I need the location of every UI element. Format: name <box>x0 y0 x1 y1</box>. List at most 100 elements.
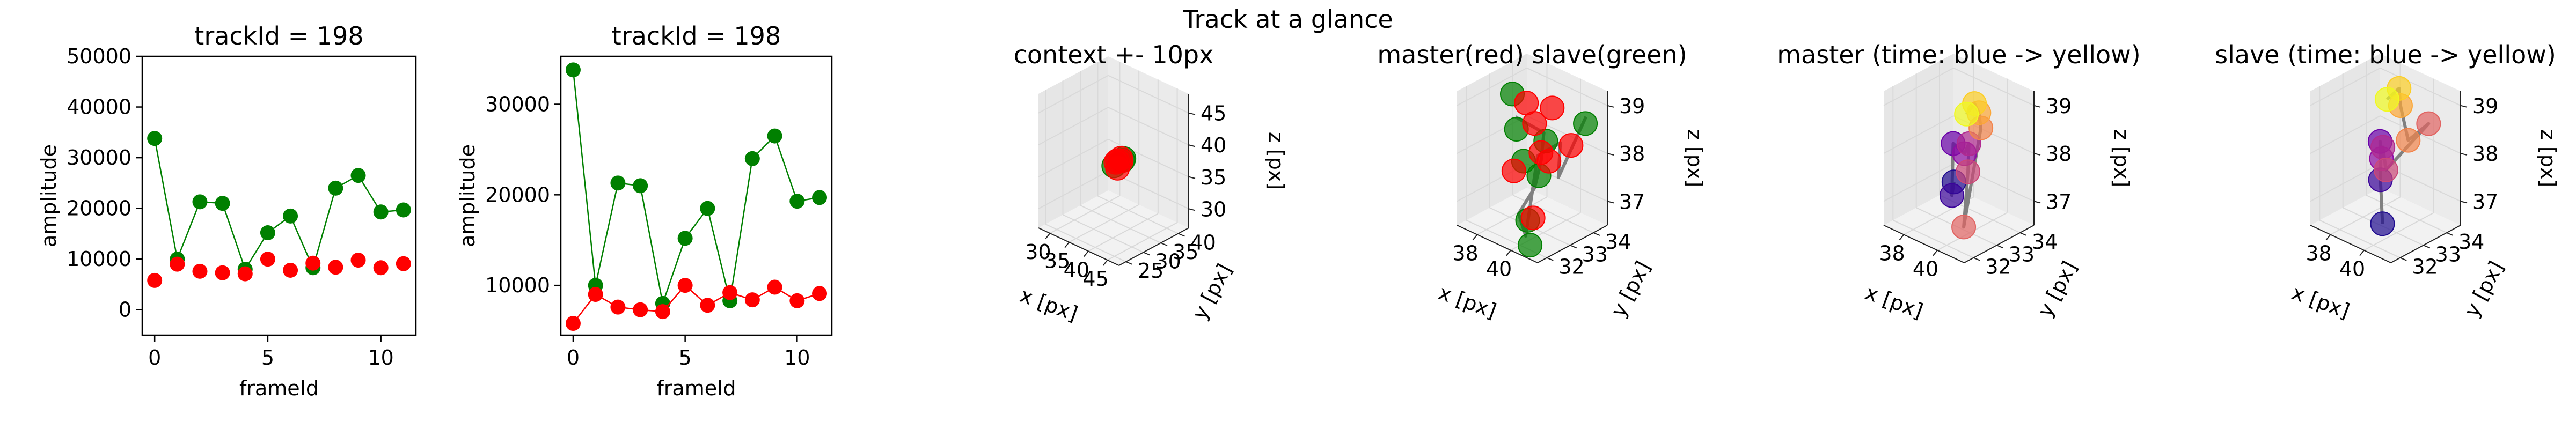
y-tick-label: 10000 <box>67 247 131 271</box>
x-axis-label: frameId <box>239 376 319 400</box>
chart-title: master (time: blue -> yellow) <box>1777 40 2140 69</box>
chart-title: trackId = 198 <box>194 21 363 50</box>
data-point <box>655 304 670 320</box>
y-tick-label: 40000 <box>67 95 131 119</box>
z-tick-mark <box>2460 105 2468 108</box>
data-point <box>700 201 715 216</box>
z-tick-label: 30 <box>1201 197 1226 221</box>
pane-left <box>1038 56 1108 228</box>
series-2 <box>1103 146 1134 181</box>
y-tick-label: 10000 <box>485 273 550 297</box>
chart-title: trackId = 198 <box>612 21 781 50</box>
grid-line <box>1108 138 1189 177</box>
y-tick-label: 34 <box>1605 230 1631 254</box>
data-point <box>350 168 366 183</box>
data-point <box>215 196 230 211</box>
data-point <box>396 256 411 271</box>
z-tick-label: 35 <box>1201 166 1226 189</box>
x-tick-mark <box>1102 260 1108 266</box>
y-tick-label: 35 <box>1173 240 1198 264</box>
x-tick-mark <box>2359 250 2365 256</box>
grid-line <box>2310 67 2381 106</box>
y-tick-mark <box>1178 233 1185 237</box>
z-tick-mark <box>2460 201 2468 204</box>
z-tick-label: 45 <box>1201 102 1226 125</box>
z-tick-label: 38 <box>2046 142 2072 166</box>
x-tick-label: 40 <box>1064 258 1089 282</box>
z-tick-mark <box>2033 201 2041 204</box>
data-point <box>2416 111 2441 136</box>
data-point <box>2374 87 2399 112</box>
data-point <box>192 194 208 210</box>
data-point <box>633 302 648 317</box>
x-tick-mark <box>1899 234 1905 241</box>
data-point <box>305 255 321 271</box>
data-point <box>215 265 230 280</box>
y-axis-line <box>1964 225 2035 263</box>
x-tick-label: 40 <box>2339 257 2365 281</box>
x-axis-label: x [px] <box>2289 280 2353 323</box>
data-point <box>789 194 805 209</box>
data-point <box>2373 157 2398 182</box>
grid-line <box>1038 171 1109 210</box>
data-point <box>260 252 275 267</box>
data-point <box>1956 159 1981 184</box>
data-point <box>170 256 185 272</box>
y-tick-mark <box>1125 261 1133 265</box>
y-tick-mark <box>1593 232 1600 236</box>
grid-line <box>2310 163 2381 202</box>
y-tick-mark <box>1996 245 2004 249</box>
y-tick-label: 32 <box>2412 255 2438 279</box>
z-tick-mark <box>1188 176 1196 179</box>
data-point <box>1940 183 1964 208</box>
y-tick-label: 30000 <box>485 92 550 116</box>
data-point <box>1520 205 1546 231</box>
data-point <box>328 260 343 275</box>
y-tick-mark <box>2399 257 2407 261</box>
data-point <box>789 293 805 308</box>
data-point <box>1522 111 1547 136</box>
z-axis-label: z [px] <box>2536 129 2560 187</box>
x-tick-label: 0 <box>567 346 580 369</box>
data-point <box>700 298 715 313</box>
y-tick-mark <box>2423 245 2431 249</box>
x-tick-label: 40 <box>1486 257 1512 281</box>
z-tick-label: 37 <box>2472 190 2498 213</box>
z-tick-mark <box>1188 112 1196 115</box>
x-tick-label: 38 <box>1452 242 1478 265</box>
data-point <box>565 316 581 331</box>
grid-line <box>1108 107 1189 146</box>
grid-line <box>1080 205 1161 243</box>
x-tick-mark <box>1933 250 1938 256</box>
y-tick-label: 33 <box>1582 242 1608 266</box>
data-point <box>373 260 389 276</box>
data-point <box>373 204 389 220</box>
data-point <box>677 278 693 293</box>
grid-line <box>2319 219 2401 258</box>
grid-line <box>1038 75 1109 114</box>
y-tick-label: 50000 <box>67 45 131 68</box>
y-tick-label: 20000 <box>485 183 550 206</box>
y-axis-label: y [px] <box>1188 260 1236 324</box>
series-1 <box>1940 91 1994 240</box>
x-axis-label: x [px] <box>1436 280 1499 323</box>
z-tick-mark <box>1607 201 1614 204</box>
y-tick-label: 30 <box>1155 250 1181 273</box>
data-point <box>610 299 626 315</box>
data-point <box>283 208 298 224</box>
z-tick-label: 39 <box>1619 94 1645 118</box>
y-tick-label: 40 <box>1190 231 1216 255</box>
data-point <box>328 180 343 196</box>
grid-line <box>1045 224 1126 262</box>
grid-line <box>1038 107 1109 146</box>
x-tick-label: 0 <box>148 346 161 369</box>
grid-line <box>1892 219 1974 258</box>
pane-floor <box>1038 190 1189 265</box>
grid-line <box>1049 195 1120 234</box>
data-point <box>1573 111 1598 136</box>
z-tick-mark <box>2033 105 2041 108</box>
y-axis-line <box>2390 225 2461 263</box>
grid-line <box>1883 115 1954 154</box>
z-tick-label: 37 <box>1619 190 1645 213</box>
